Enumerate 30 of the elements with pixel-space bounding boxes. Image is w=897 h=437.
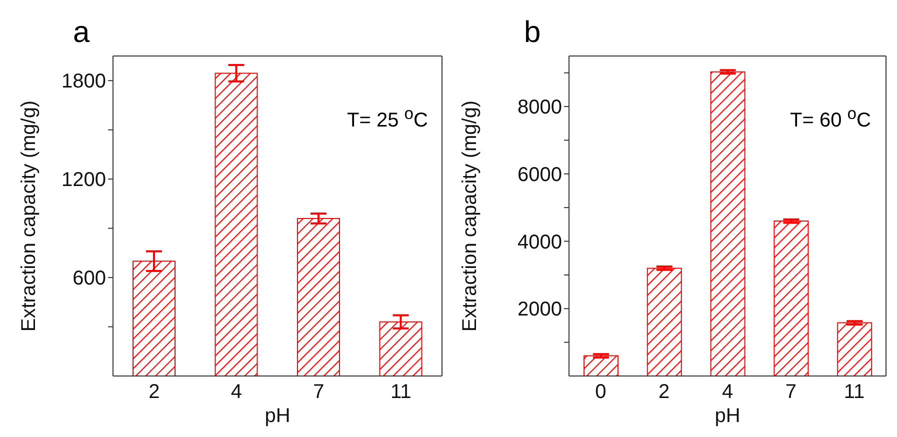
annotation: T= 25 $^{o}$C: [347, 104, 428, 133]
x-axis-title: pH: [264, 405, 290, 427]
x-axis-title: pH: [714, 405, 740, 427]
y-axis-title: Extraction capacity (mg/g): [459, 100, 482, 332]
bar: [837, 322, 872, 376]
bar: [774, 220, 809, 376]
y-tick-label: 4000: [518, 231, 562, 254]
y-tick-label: 2000: [518, 298, 562, 321]
x-tick-label: 7: [313, 381, 324, 404]
x-tick-label: 2: [658, 381, 670, 404]
bar: [297, 218, 340, 376]
bar: [646, 268, 682, 376]
bar: [710, 71, 746, 376]
y-axis-title: Extraction capacity (mg/g): [18, 100, 40, 332]
x-tick-label: 2: [148, 381, 160, 404]
x-tick-label: 11: [390, 381, 412, 404]
y-tick-label: 1800: [62, 70, 106, 93]
x-tick-label: 4: [230, 381, 242, 404]
x-tick-label: 7: [785, 381, 796, 404]
x-tick-label: 11: [844, 381, 865, 404]
x-tick-label: 4: [722, 381, 734, 404]
y-tick-label: 8000: [518, 96, 562, 119]
y-tick-label: 1200: [62, 169, 106, 192]
bar: [584, 355, 618, 376]
chart-title: b: [524, 16, 541, 50]
chart-title: a: [73, 16, 90, 50]
y-tick-label: 6000: [518, 164, 562, 186]
y-tick-label: 600: [72, 268, 106, 290]
annotation: T= 60 $^{o}$C: [790, 104, 871, 133]
x-tick-label: 0: [595, 381, 606, 404]
